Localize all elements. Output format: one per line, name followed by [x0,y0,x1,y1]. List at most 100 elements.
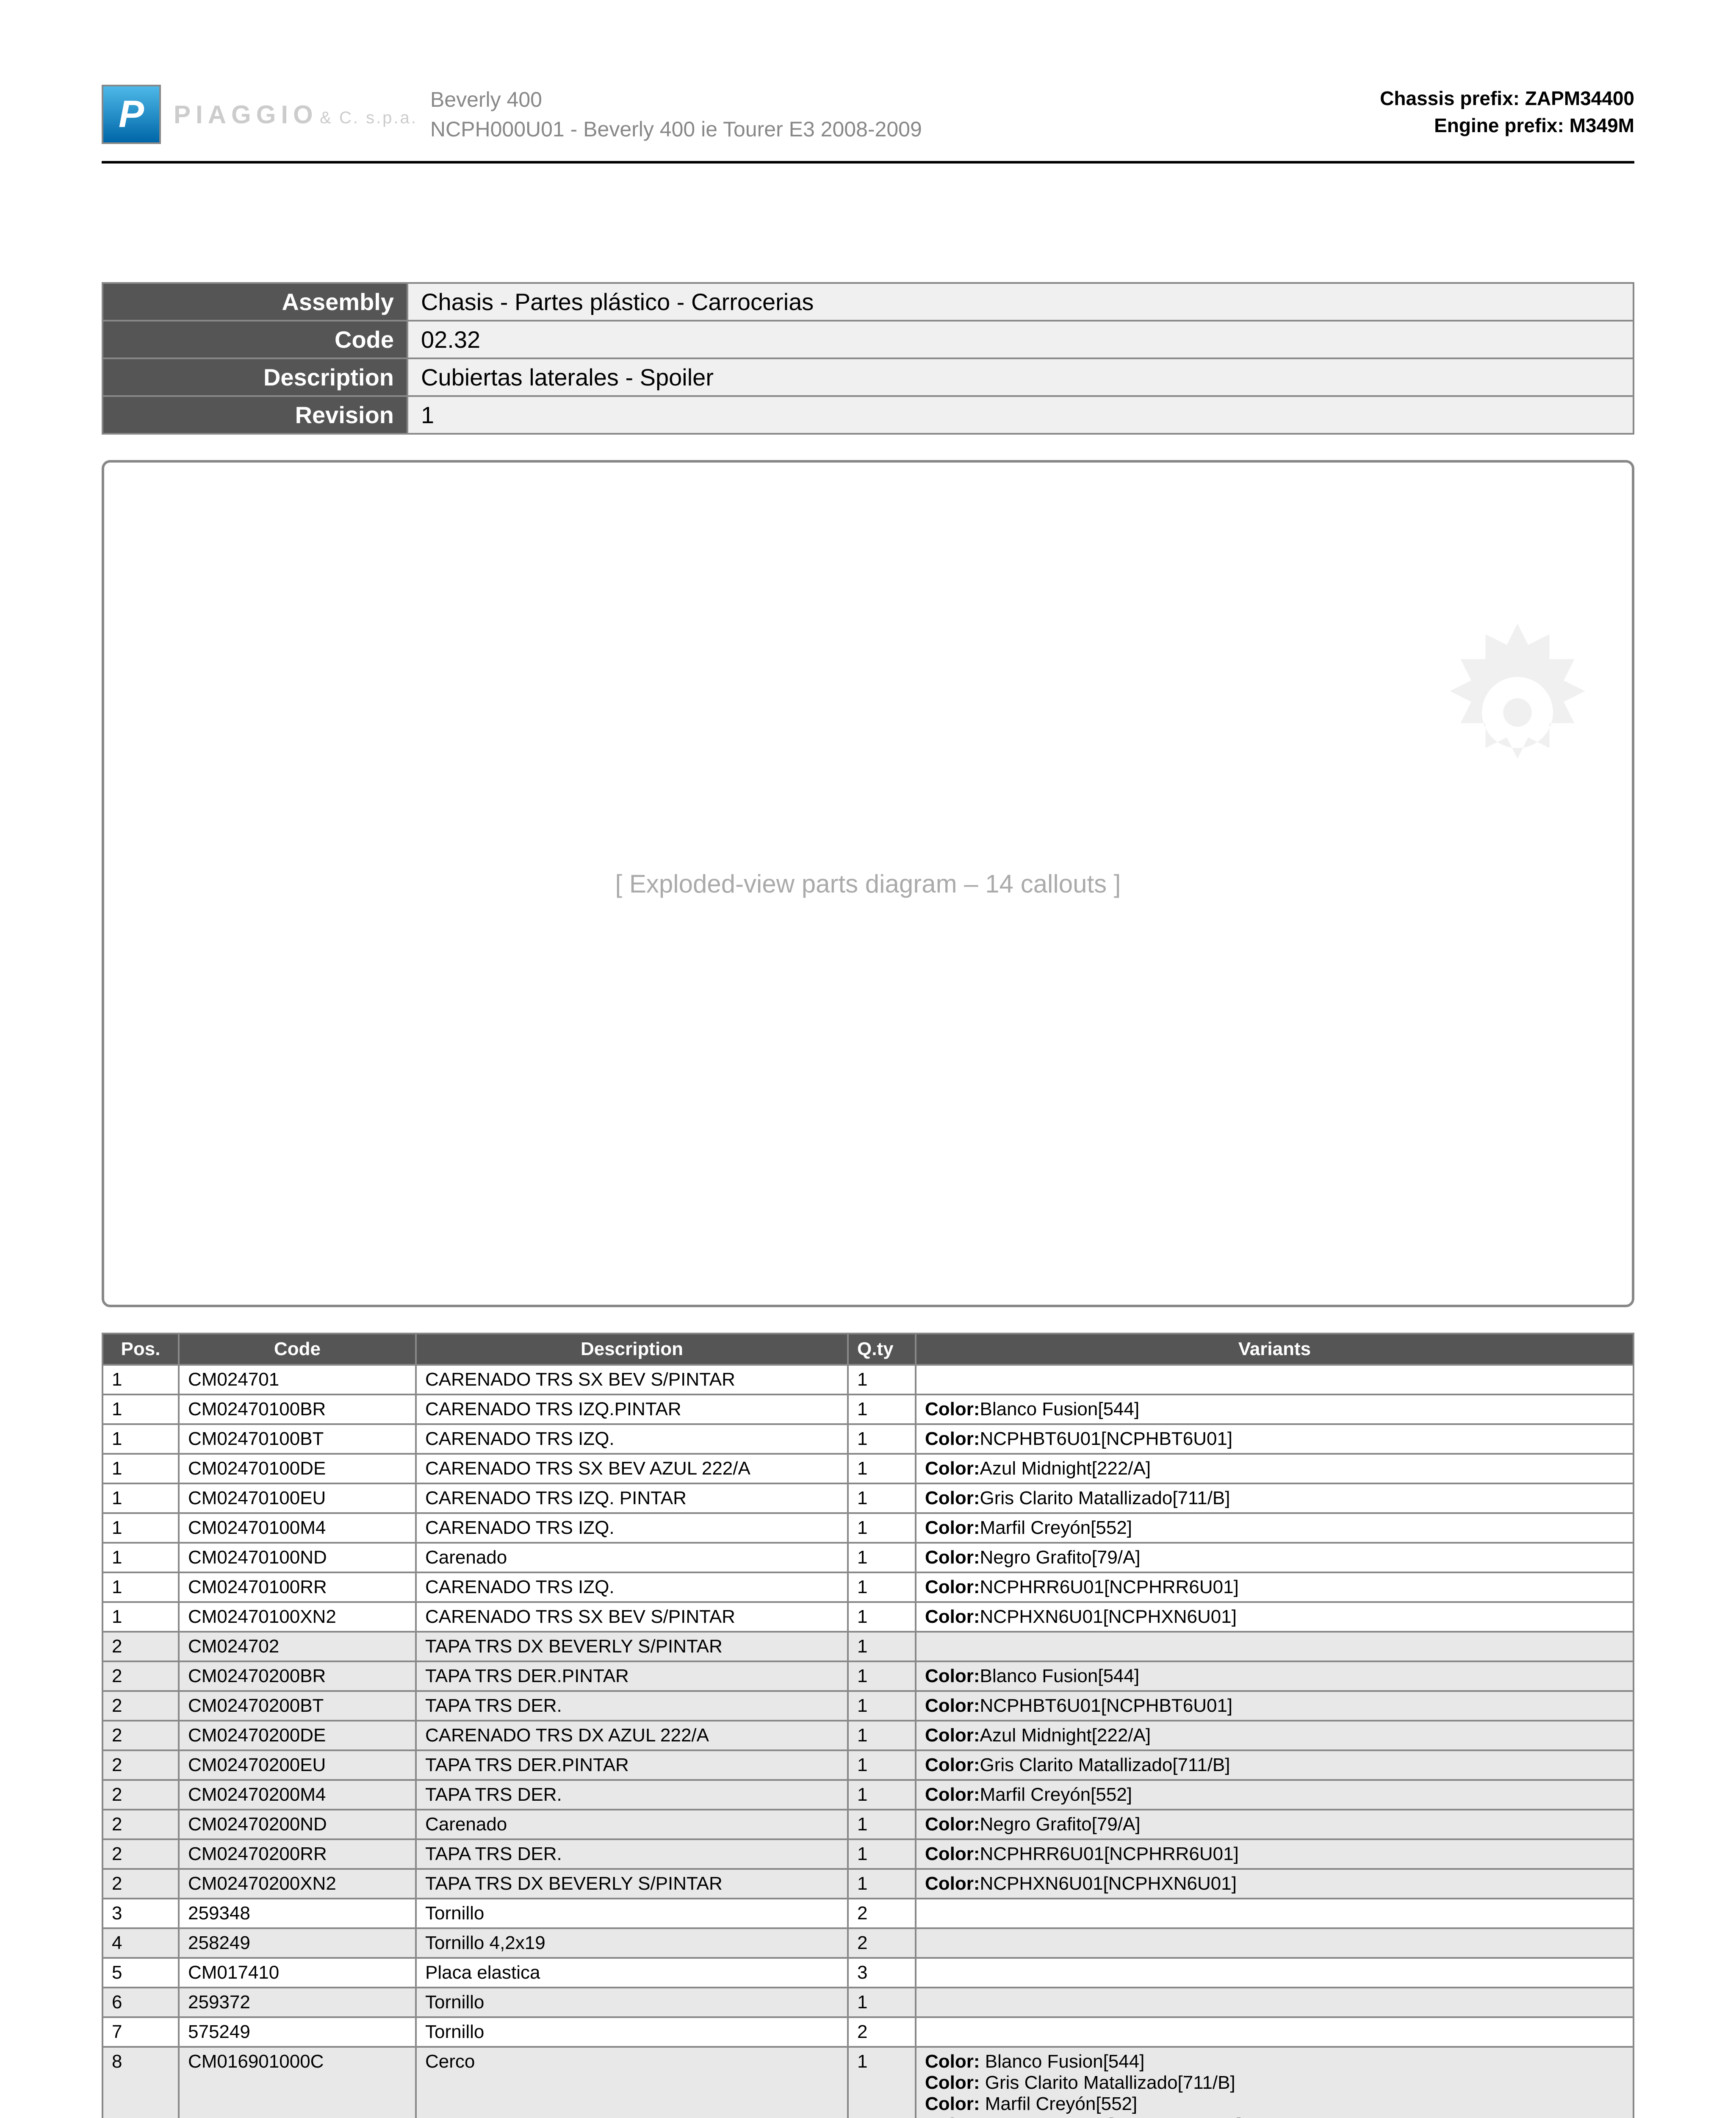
cell-pos: 2 [102,1721,179,1750]
cell-code: 259372 [179,1988,416,2017]
cell-code: CM02470100XN2 [179,1602,416,1632]
cell-desc: CARENADO TRS IZQ. [416,1513,848,1543]
cell-variants: Color:Gris Clarito Matallizado[711/B] [916,1483,1634,1513]
cell-pos: 2 [102,1810,179,1839]
cell-variants: Color:NCPHBT6U01[NCPHBT6U01] [916,1424,1634,1454]
cell-qty: 1 [848,2047,916,2118]
cell-qty: 2 [848,1928,916,1958]
cell-pos: 1 [102,1513,179,1543]
cell-pos: 1 [102,1572,179,1602]
cell-qty: 1 [848,1839,916,1869]
cell-code: CM02470200BT [179,1691,416,1721]
cell-pos: 2 [102,1632,179,1661]
table-row: 7575249Tornillo2 [102,2017,1634,2047]
brand-suffix: & C. s.p.a. [320,108,418,127]
table-row: 2CM02470200DECARENADO TRS DX AZUL 222/A1… [102,1721,1634,1750]
cell-desc: Tornillo [416,1988,848,2017]
col-header-pos: Pos. [102,1333,179,1365]
cell-code: CM02470200DE [179,1721,416,1750]
table-row: 2CM02470200EUTAPA TRS DER.PINTAR1Color:G… [102,1750,1634,1780]
table-row: 2CM02470200M4TAPA TRS DER.1Color:Marfil … [102,1780,1634,1810]
cell-qty: 1 [848,1691,916,1721]
cell-desc: TAPA TRS DER. [416,1691,848,1721]
exploded-diagram: [ Exploded-view parts diagram – 14 callo… [102,460,1634,1307]
engine-prefix-line: Engine prefix: M349M [1380,112,1634,139]
table-row: 2CM02470200BRTAPA TRS DER.PINTAR1Color:B… [102,1661,1634,1691]
cell-variants [916,1958,1634,1988]
cell-variants [916,2017,1634,2047]
table-row: 2CM024702TAPA TRS DX BEVERLY S/PINTAR1 [102,1632,1634,1661]
cell-pos: 1 [102,1394,179,1424]
cell-pos: 1 [102,1365,179,1394]
cell-code: CM02470200M4 [179,1780,416,1810]
cell-qty: 1 [848,1513,916,1543]
table-row: 1CM02470100M4CARENADO TRS IZQ.1Color:Mar… [102,1513,1634,1543]
chassis-prefix-line: Chassis prefix: ZAPM34400 [1380,85,1634,112]
cell-pos: 1 [102,1454,179,1483]
cell-qty: 1 [848,1365,916,1394]
cell-code: CM02470200RR [179,1839,416,1869]
table-row: 1CM02470100RRCARENADO TRS IZQ.1Color:NCP… [102,1572,1634,1602]
cell-desc: CARENADO TRS SX BEV S/PINTAR [416,1602,848,1632]
cell-desc: Tornillo 4,2x19 [416,1928,848,1958]
cell-code: 258249 [179,1928,416,1958]
cell-code: CM02470200EU [179,1750,416,1780]
info-row-description: Description Cubiertas laterales - Spoile… [102,358,1634,396]
cell-variants: Color: Blanco Fusion[544]Color: Gris Cla… [916,2047,1634,2118]
cell-code: CM024702 [179,1632,416,1661]
cell-qty: 1 [848,1602,916,1632]
cell-qty: 1 [848,1869,916,1899]
header-divider [102,161,1634,164]
cell-variants: Color:Negro Grafito[79/A] [916,1543,1634,1572]
cell-qty: 1 [848,1661,916,1691]
title-line-2: NCPH000U01 - Beverly 400 ie Tourer E3 20… [430,114,922,144]
cell-qty: 1 [848,1483,916,1513]
info-row-code: Code 02.32 [102,321,1634,358]
title-line-1: Beverly 400 [430,85,922,114]
cell-desc: TAPA TRS DER. [416,1780,848,1810]
info-row-revision: Revision 1 [102,396,1634,434]
cell-code: 575249 [179,2017,416,2047]
cell-variants: Color:NCPHBT6U01[NCPHBT6U01] [916,1691,1634,1721]
assembly-label: Assembly [102,283,407,321]
cell-desc: Carenado [416,1543,848,1572]
cell-variants: Color:NCPHXN6U01[NCPHXN6U01] [916,1602,1634,1632]
cell-variants: Color:Blanco Fusion[544] [916,1661,1634,1691]
cell-code: CM017410 [179,1958,416,1988]
cell-desc: CARENADO TRS SX BEV S/PINTAR [416,1365,848,1394]
cell-variants: Color:Azul Midnight[222/A] [916,1721,1634,1750]
cell-pos: 2 [102,1750,179,1780]
cell-qty: 1 [848,1721,916,1750]
cell-variants [916,1365,1634,1394]
cell-qty: 1 [848,1632,916,1661]
parts-table: Pos. Code Description Q.ty Variants 1CM0… [102,1333,1634,2118]
info-row-assembly: Assembly Chasis - Partes plástico - Carr… [102,283,1634,321]
prefix-block: Chassis prefix: ZAPM34400 Engine prefix:… [1380,85,1634,139]
cell-code: CM02470100ND [179,1543,416,1572]
cell-pos: 4 [102,1928,179,1958]
cell-qty: 1 [848,1810,916,1839]
col-header-desc: Description [416,1333,848,1365]
table-row: 5CM017410Placa elastica3 [102,1958,1634,1988]
cell-pos: 2 [102,1661,179,1691]
cell-code: 259348 [179,1899,416,1928]
cell-pos: 1 [102,1424,179,1454]
piaggio-logo-icon: P [102,85,161,144]
cell-code: CM02470200BR [179,1661,416,1691]
cell-desc: Placa elastica [416,1958,848,1988]
cell-qty: 1 [848,1750,916,1780]
cell-pos: 1 [102,1543,179,1572]
cell-desc: Carenado [416,1810,848,1839]
cell-pos: 3 [102,1899,179,1928]
brand-block: PIAGGIO & C. s.p.a. [174,100,418,129]
cell-variants [916,1988,1634,2017]
parts-header-row: Pos. Code Description Q.ty Variants [102,1333,1634,1365]
cell-variants [916,1899,1634,1928]
cell-code: CM02470100M4 [179,1513,416,1543]
table-row: 1CM02470100EUCARENADO TRS IZQ. PINTAR1Co… [102,1483,1634,1513]
table-row: 2CM02470200XN2TAPA TRS DX BEVERLY S/PINT… [102,1869,1634,1899]
cell-pos: 2 [102,1691,179,1721]
cell-variants: Color:Azul Midnight[222/A] [916,1454,1634,1483]
gear-watermark-icon [1429,624,1606,801]
cell-variants: Color:Gris Clarito Matallizado[711/B] [916,1750,1634,1780]
